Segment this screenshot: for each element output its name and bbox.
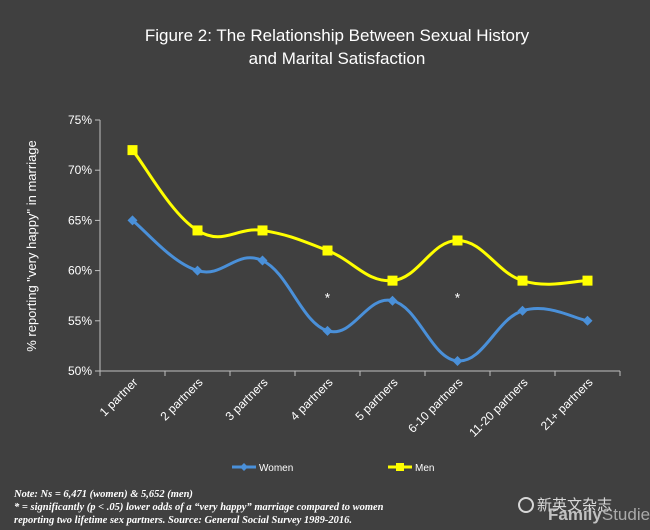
note-line-3: reporting two lifetime sex partners. Sou… [14, 515, 353, 526]
women-data-point [127, 215, 138, 226]
legend: Women Men [232, 463, 434, 474]
brand-light: Studies [601, 505, 650, 524]
women-data-point [517, 305, 528, 316]
note-line-2: * = significantly (p < .05) lower odds o… [14, 502, 384, 513]
women-data-point [452, 355, 463, 366]
women-data-point [322, 325, 333, 336]
y-tick-label: 55% [68, 314, 92, 328]
x-tick-label: 3 partners [223, 375, 271, 423]
women-data-point [387, 295, 398, 306]
significance-marker: * [325, 290, 331, 306]
x-tick-label: 2 partners [158, 375, 206, 423]
x-tick-label: 21+ partners [538, 375, 596, 433]
watermark: 新英文杂志 [518, 494, 612, 515]
y-tick-label: 60% [68, 264, 92, 278]
x-tick-label: 11-20 partners [466, 375, 530, 439]
women-data-point [257, 255, 268, 266]
men-data-point [517, 275, 528, 286]
y-tick-label: 70% [68, 163, 92, 177]
men-legend-marker [396, 463, 404, 471]
women-data-point [192, 265, 203, 276]
men-data-point [257, 225, 268, 236]
y-tick-label: 75% [68, 113, 92, 127]
significance-marker: * [455, 290, 461, 306]
watermark-text: 新英文杂志 [537, 497, 613, 514]
wechat-icon [518, 496, 534, 513]
series-markers [127, 145, 593, 366]
men-data-point [192, 225, 203, 236]
chart-note: Note: Ns = 6,471 (women) & 5,652 (men) *… [14, 488, 534, 527]
x-tick-label: 6-10 partners [405, 375, 465, 435]
x-tick-label: 1 partner [97, 375, 141, 419]
x-tick-label: 5 partners [353, 375, 401, 423]
chart-title-line1: Figure 2: The Relationship Between Sexua… [145, 26, 530, 45]
series-lines [131, 149, 588, 363]
brand-bold: Family [548, 505, 602, 524]
men-legend-label: Men [415, 463, 434, 474]
x-tick-label: 4 partners [288, 375, 336, 423]
men-data-point [452, 235, 463, 246]
women-legend-label: Women [259, 463, 293, 474]
women-series-line [131, 219, 588, 363]
y-tick-label: 65% [68, 213, 92, 227]
annotations: * * [325, 290, 461, 306]
chart-title-line2: and Marital Satisfaction [249, 49, 426, 68]
men-data-point [387, 275, 398, 286]
note-line-1: Note: Ns = 6,471 (women) & 5,652 (men) [14, 489, 193, 500]
brand-logo: FamilyStudies [548, 505, 650, 525]
axes: 50% 55% 60% 65% 70% 75% 1 partner 2 partners 3 p… [68, 113, 621, 440]
men-data-point [322, 245, 333, 256]
men-data-point [582, 275, 593, 286]
men-series-line [131, 149, 588, 286]
women-data-point [582, 315, 593, 326]
women-legend-marker [240, 463, 248, 471]
men-data-point [127, 145, 138, 156]
y-tick-label: 50% [68, 364, 92, 378]
y-axis-label: % reporting "very happy" in marriage [24, 140, 39, 352]
